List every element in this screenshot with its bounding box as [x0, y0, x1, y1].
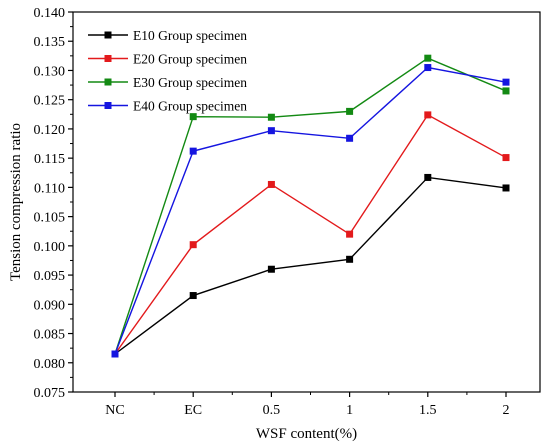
y-tick-label: 0.095: [34, 269, 66, 284]
y-tick-label: 0.110: [34, 181, 65, 196]
legend-item: E30 Group specimen: [88, 75, 247, 90]
data-point: [189, 241, 197, 249]
x-tick-label: EC: [184, 403, 202, 418]
y-tick-label: 0.125: [34, 94, 66, 109]
y-tick-label: 0.130: [34, 64, 66, 79]
legend-label: E20 Group specimen: [133, 52, 247, 67]
legend-label: E30 Group specimen: [133, 75, 247, 90]
legend-item: E40 Group specimen: [88, 99, 247, 114]
x-tick-label: NC: [105, 403, 124, 418]
series-1: [111, 173, 510, 358]
legend-marker: [104, 55, 112, 62]
legend-marker: [104, 102, 112, 109]
series-line: [114, 57, 507, 355]
data-point: [267, 127, 275, 135]
legend-marker: [104, 31, 112, 39]
x-tick-label: 2: [503, 403, 510, 418]
data-point: [502, 184, 510, 192]
y-axis-title: Tension compression ratio: [8, 123, 24, 281]
data-point: [111, 350, 119, 358]
data-point: [424, 173, 432, 181]
data-point: [346, 255, 354, 263]
series-4: [111, 64, 510, 358]
legend-item: E10 Group specimen: [88, 28, 247, 43]
data-point: [502, 78, 510, 86]
axes-layer: 0.075 0.080 0.085 0.090 0.095 0.100 0.105 0.110…: [34, 6, 541, 418]
legend-marker: [104, 78, 112, 86]
legend-label: E10 Group specimen: [133, 28, 247, 43]
data-point: [189, 292, 197, 300]
x-axis-title: WSF content(%): [256, 426, 357, 442]
y-tick-label: 0.120: [34, 123, 66, 138]
data-point: [502, 154, 510, 162]
legend-label: E40 Group specimen: [133, 99, 247, 114]
data-point: [424, 111, 432, 119]
data-point: [189, 113, 197, 121]
x-tick-label: 1: [346, 403, 353, 418]
data-point: [346, 134, 354, 142]
series-line: [114, 113, 507, 355]
y-tick-label: 0.115: [34, 152, 65, 167]
data-point: [424, 54, 432, 62]
series-line: [114, 66, 507, 355]
data-point: [267, 265, 275, 273]
plot-frame: [72, 11, 541, 393]
data-point: [346, 230, 354, 238]
data-point: [267, 180, 275, 188]
y-tick-label: 0.075: [34, 386, 66, 401]
y-tick-label: 0.080: [34, 357, 66, 372]
series-line: [114, 176, 507, 355]
series-2: [111, 111, 510, 358]
x-tick-label: 0.5: [263, 403, 281, 418]
data-point: [189, 147, 197, 155]
y-tick-label: 0.100: [34, 240, 66, 255]
data-point: [267, 113, 275, 121]
data-point: [346, 107, 354, 115]
x-tick-label: 1.5: [419, 403, 437, 418]
legend-item: E20 Group specimen: [88, 52, 247, 67]
series-layer: [111, 54, 510, 358]
y-tick-label: 0.135: [34, 35, 66, 50]
data-point: [424, 64, 432, 72]
y-tick-label: 0.140: [34, 6, 66, 21]
y-tick-label: 0.085: [34, 328, 66, 343]
y-tick-label: 0.090: [34, 298, 66, 313]
legend: E10 Group specimen E20 Group specimen E30 …: [88, 28, 247, 114]
data-point: [502, 87, 510, 95]
y-tick-label: 0.105: [34, 211, 66, 226]
